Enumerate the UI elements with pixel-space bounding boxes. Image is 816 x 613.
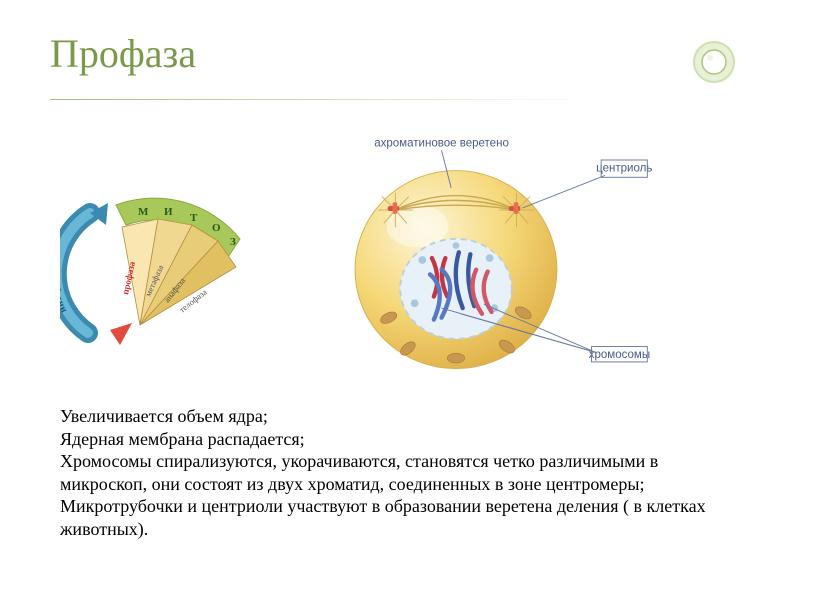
body-line: Хромосомы спирализуются, укорачиваются, … [60, 450, 736, 495]
body-line: Микротрубочки и центриоли участвуют в об… [60, 495, 736, 540]
arrow-icon [110, 323, 132, 345]
spindle-label: ахроматиновое веретено [374, 138, 509, 150]
mitoz-letter: И [164, 206, 173, 218]
title-underline [50, 99, 600, 100]
body-line: Ядерная мембрана распадается; [60, 428, 736, 451]
chromosomes-label: хромосомы [589, 349, 650, 361]
corner-decoration-icon [692, 40, 736, 84]
mitoz-letter: З [230, 236, 236, 248]
mitoz-letter: М [138, 206, 149, 218]
mitoz-letter: Т [190, 212, 198, 224]
slide-title: Профаза [50, 30, 766, 77]
cell-diagram: ахроматиновое веретено центриоль хромосо… [290, 135, 670, 385]
phase-fan-diagram: интерфаза М И Т О З профаза метафаза ана… [60, 175, 260, 345]
body-line: Увеличивается объем ядра; [60, 405, 736, 428]
centriole-label: центриоль [596, 163, 652, 175]
diagram-row: интерфаза М И Т О З профаза метафаза ана… [50, 135, 766, 385]
body-text: Увеличивается объем ядра; Ядерная мембра… [50, 405, 766, 540]
slide: Профаза интерфаза М [0, 0, 816, 613]
mitoz-letter: О [212, 222, 221, 234]
interphase-arc [60, 203, 132, 345]
